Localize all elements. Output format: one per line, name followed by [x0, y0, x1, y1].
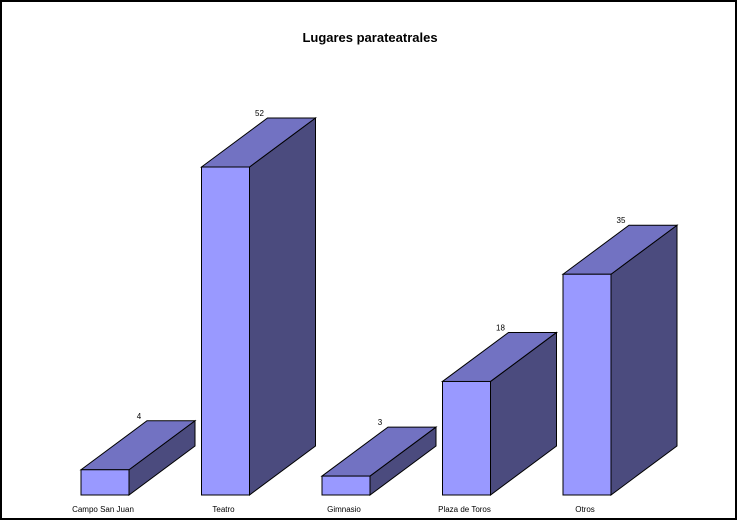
- category-label: Campo San Juan: [72, 505, 134, 514]
- bar-2: 3 Gimnasio: [320, 418, 438, 514]
- category-label: Gimnasio: [327, 505, 361, 514]
- value-label: 3: [378, 418, 383, 427]
- value-label: 4: [137, 412, 142, 421]
- category-label: Teatro: [212, 505, 235, 514]
- bar-front-face: [201, 166, 250, 496]
- bar-front-face: [321, 475, 371, 496]
- value-label: 18: [496, 323, 505, 332]
- bar-4: 35 Otros: [561, 216, 679, 514]
- bar-front-face: [442, 380, 491, 496]
- bar-0: 4 Campo San Juan: [72, 412, 197, 514]
- chart-title: Lugares parateatrales: [302, 30, 437, 45]
- value-label: 52: [255, 109, 264, 118]
- category-label: Plaza de Toros: [438, 505, 491, 514]
- bar-1: 52 Teatro: [199, 109, 318, 514]
- bars-layer: 4 Campo San Juan 52 Teatro 3 Gimnasio 18 Plaza …: [72, 109, 679, 514]
- category-label: Otros: [575, 505, 595, 514]
- bar-front-face: [80, 469, 130, 496]
- bar-3: 18 Plaza de Toros: [438, 323, 559, 514]
- bar-side-face: [249, 117, 316, 496]
- value-label: 35: [617, 216, 626, 225]
- bar-front-face: [562, 273, 612, 496]
